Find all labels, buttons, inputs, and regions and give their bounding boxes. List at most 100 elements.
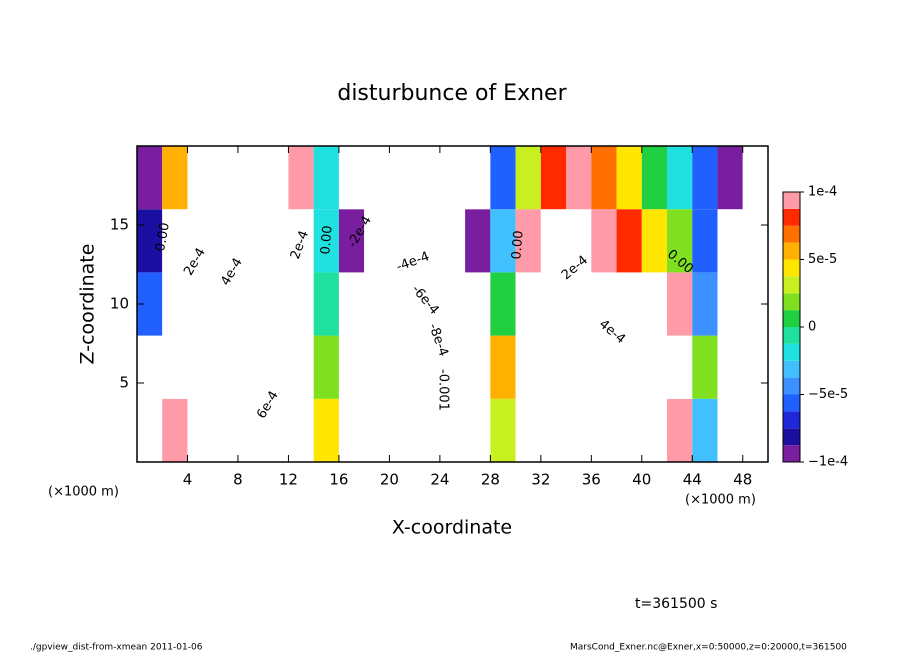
field-cell bbox=[742, 398, 768, 462]
field-cell bbox=[515, 335, 541, 399]
field-cell bbox=[389, 146, 415, 210]
field-cell bbox=[439, 272, 466, 336]
field-cell bbox=[263, 209, 289, 273]
field-cell bbox=[717, 272, 743, 336]
field-cell bbox=[490, 398, 516, 462]
x-tick-label: 36 bbox=[582, 471, 601, 489]
field-cell bbox=[566, 146, 592, 210]
colorbar-swatch bbox=[783, 192, 800, 209]
colorbar-swatch bbox=[783, 445, 800, 462]
field-cell bbox=[162, 209, 188, 273]
field-cell bbox=[591, 272, 617, 336]
field-cell bbox=[263, 398, 289, 462]
field-cell bbox=[540, 146, 567, 210]
field-cell bbox=[313, 335, 339, 399]
field-cell bbox=[465, 272, 491, 336]
field-cell bbox=[641, 398, 668, 462]
field-cell bbox=[389, 209, 415, 273]
field-cell bbox=[515, 398, 541, 462]
field-cell bbox=[490, 146, 516, 210]
x-tick-label: 4 bbox=[183, 471, 193, 489]
y-axis-label: Z-coordinate bbox=[77, 244, 99, 365]
contour-label: -0.001 bbox=[436, 369, 451, 411]
field-cell bbox=[187, 335, 213, 399]
field-cell bbox=[591, 146, 617, 210]
field-cell bbox=[313, 272, 339, 336]
field-cell bbox=[212, 272, 238, 336]
field-cell bbox=[667, 398, 693, 462]
field-cell bbox=[364, 335, 390, 399]
field-cell bbox=[364, 209, 390, 273]
field-cell bbox=[414, 146, 440, 210]
colorbar-swatch bbox=[783, 411, 800, 429]
field-cell bbox=[187, 398, 213, 462]
field-cell bbox=[414, 272, 440, 336]
field-cell bbox=[439, 398, 466, 462]
colorbar-swatch bbox=[783, 310, 800, 327]
field-cell bbox=[692, 398, 718, 462]
field-cell bbox=[566, 398, 592, 462]
field-cell bbox=[389, 335, 415, 399]
field-cell bbox=[591, 398, 617, 462]
field-cell bbox=[616, 398, 642, 462]
field-cell bbox=[692, 272, 718, 336]
x-tick-label: 12 bbox=[279, 471, 298, 489]
x-tick-label: 24 bbox=[430, 471, 449, 489]
field-cell bbox=[263, 272, 289, 336]
field-cell bbox=[515, 146, 541, 210]
field-cell bbox=[616, 209, 642, 273]
x-tick-label: 20 bbox=[380, 471, 399, 489]
field-cell bbox=[641, 209, 668, 273]
field-cell bbox=[237, 209, 264, 273]
colorbar-tick-label: 1e-4 bbox=[808, 185, 837, 200]
field-cell bbox=[288, 335, 314, 399]
field-cell bbox=[212, 335, 238, 399]
field-cell bbox=[137, 146, 163, 210]
field-cell bbox=[212, 209, 238, 273]
field-cell bbox=[389, 272, 415, 336]
x-tick-label: 16 bbox=[329, 471, 348, 489]
colorbar-swatch bbox=[783, 343, 800, 361]
colorbar-tick-label: 0 bbox=[808, 320, 816, 335]
field-cell bbox=[717, 398, 743, 462]
y-tick-label: 10 bbox=[110, 295, 129, 313]
colorbar-swatch bbox=[783, 327, 800, 344]
field-cell bbox=[515, 209, 541, 273]
field-cell bbox=[591, 335, 617, 399]
field-cell bbox=[566, 272, 592, 336]
x-tick-label: 48 bbox=[733, 471, 752, 489]
colorbar-swatch bbox=[783, 225, 800, 243]
colorbar-swatch bbox=[783, 259, 800, 277]
colorbar-tick-label: −5e-5 bbox=[808, 387, 848, 402]
field-cell bbox=[566, 209, 592, 273]
contour-label: 0.00 bbox=[318, 225, 335, 255]
field-cell bbox=[465, 146, 491, 210]
x-unit-label: (×1000 m) bbox=[685, 493, 756, 508]
x-tick-label: 40 bbox=[632, 471, 651, 489]
colorbar-swatch bbox=[783, 377, 800, 395]
field-cell bbox=[288, 272, 314, 336]
field-cell bbox=[288, 146, 314, 210]
colorbar-swatch bbox=[783, 242, 800, 260]
field-cell bbox=[288, 398, 314, 462]
field-cell bbox=[540, 209, 567, 273]
colorbar-tick-label: −1e-4 bbox=[808, 455, 848, 470]
field-cell bbox=[364, 272, 390, 336]
field-cell bbox=[414, 209, 440, 273]
field-cell bbox=[212, 398, 238, 462]
field-cell bbox=[338, 398, 365, 462]
field-cell bbox=[717, 335, 743, 399]
time-label: t=361500 s bbox=[635, 596, 717, 612]
colorbar-tick-label: 5e-5 bbox=[808, 252, 837, 267]
field-cell bbox=[237, 335, 264, 399]
field-cell bbox=[641, 146, 668, 210]
field-cell bbox=[162, 146, 188, 210]
field-cell bbox=[288, 209, 314, 273]
field-cell bbox=[692, 209, 718, 273]
colorbar-swatch bbox=[783, 360, 800, 378]
x-tick-label: 32 bbox=[531, 471, 550, 489]
field-cell bbox=[439, 209, 466, 273]
chart-title: disturbunce of Exner bbox=[337, 81, 567, 106]
field-cell bbox=[641, 335, 668, 399]
